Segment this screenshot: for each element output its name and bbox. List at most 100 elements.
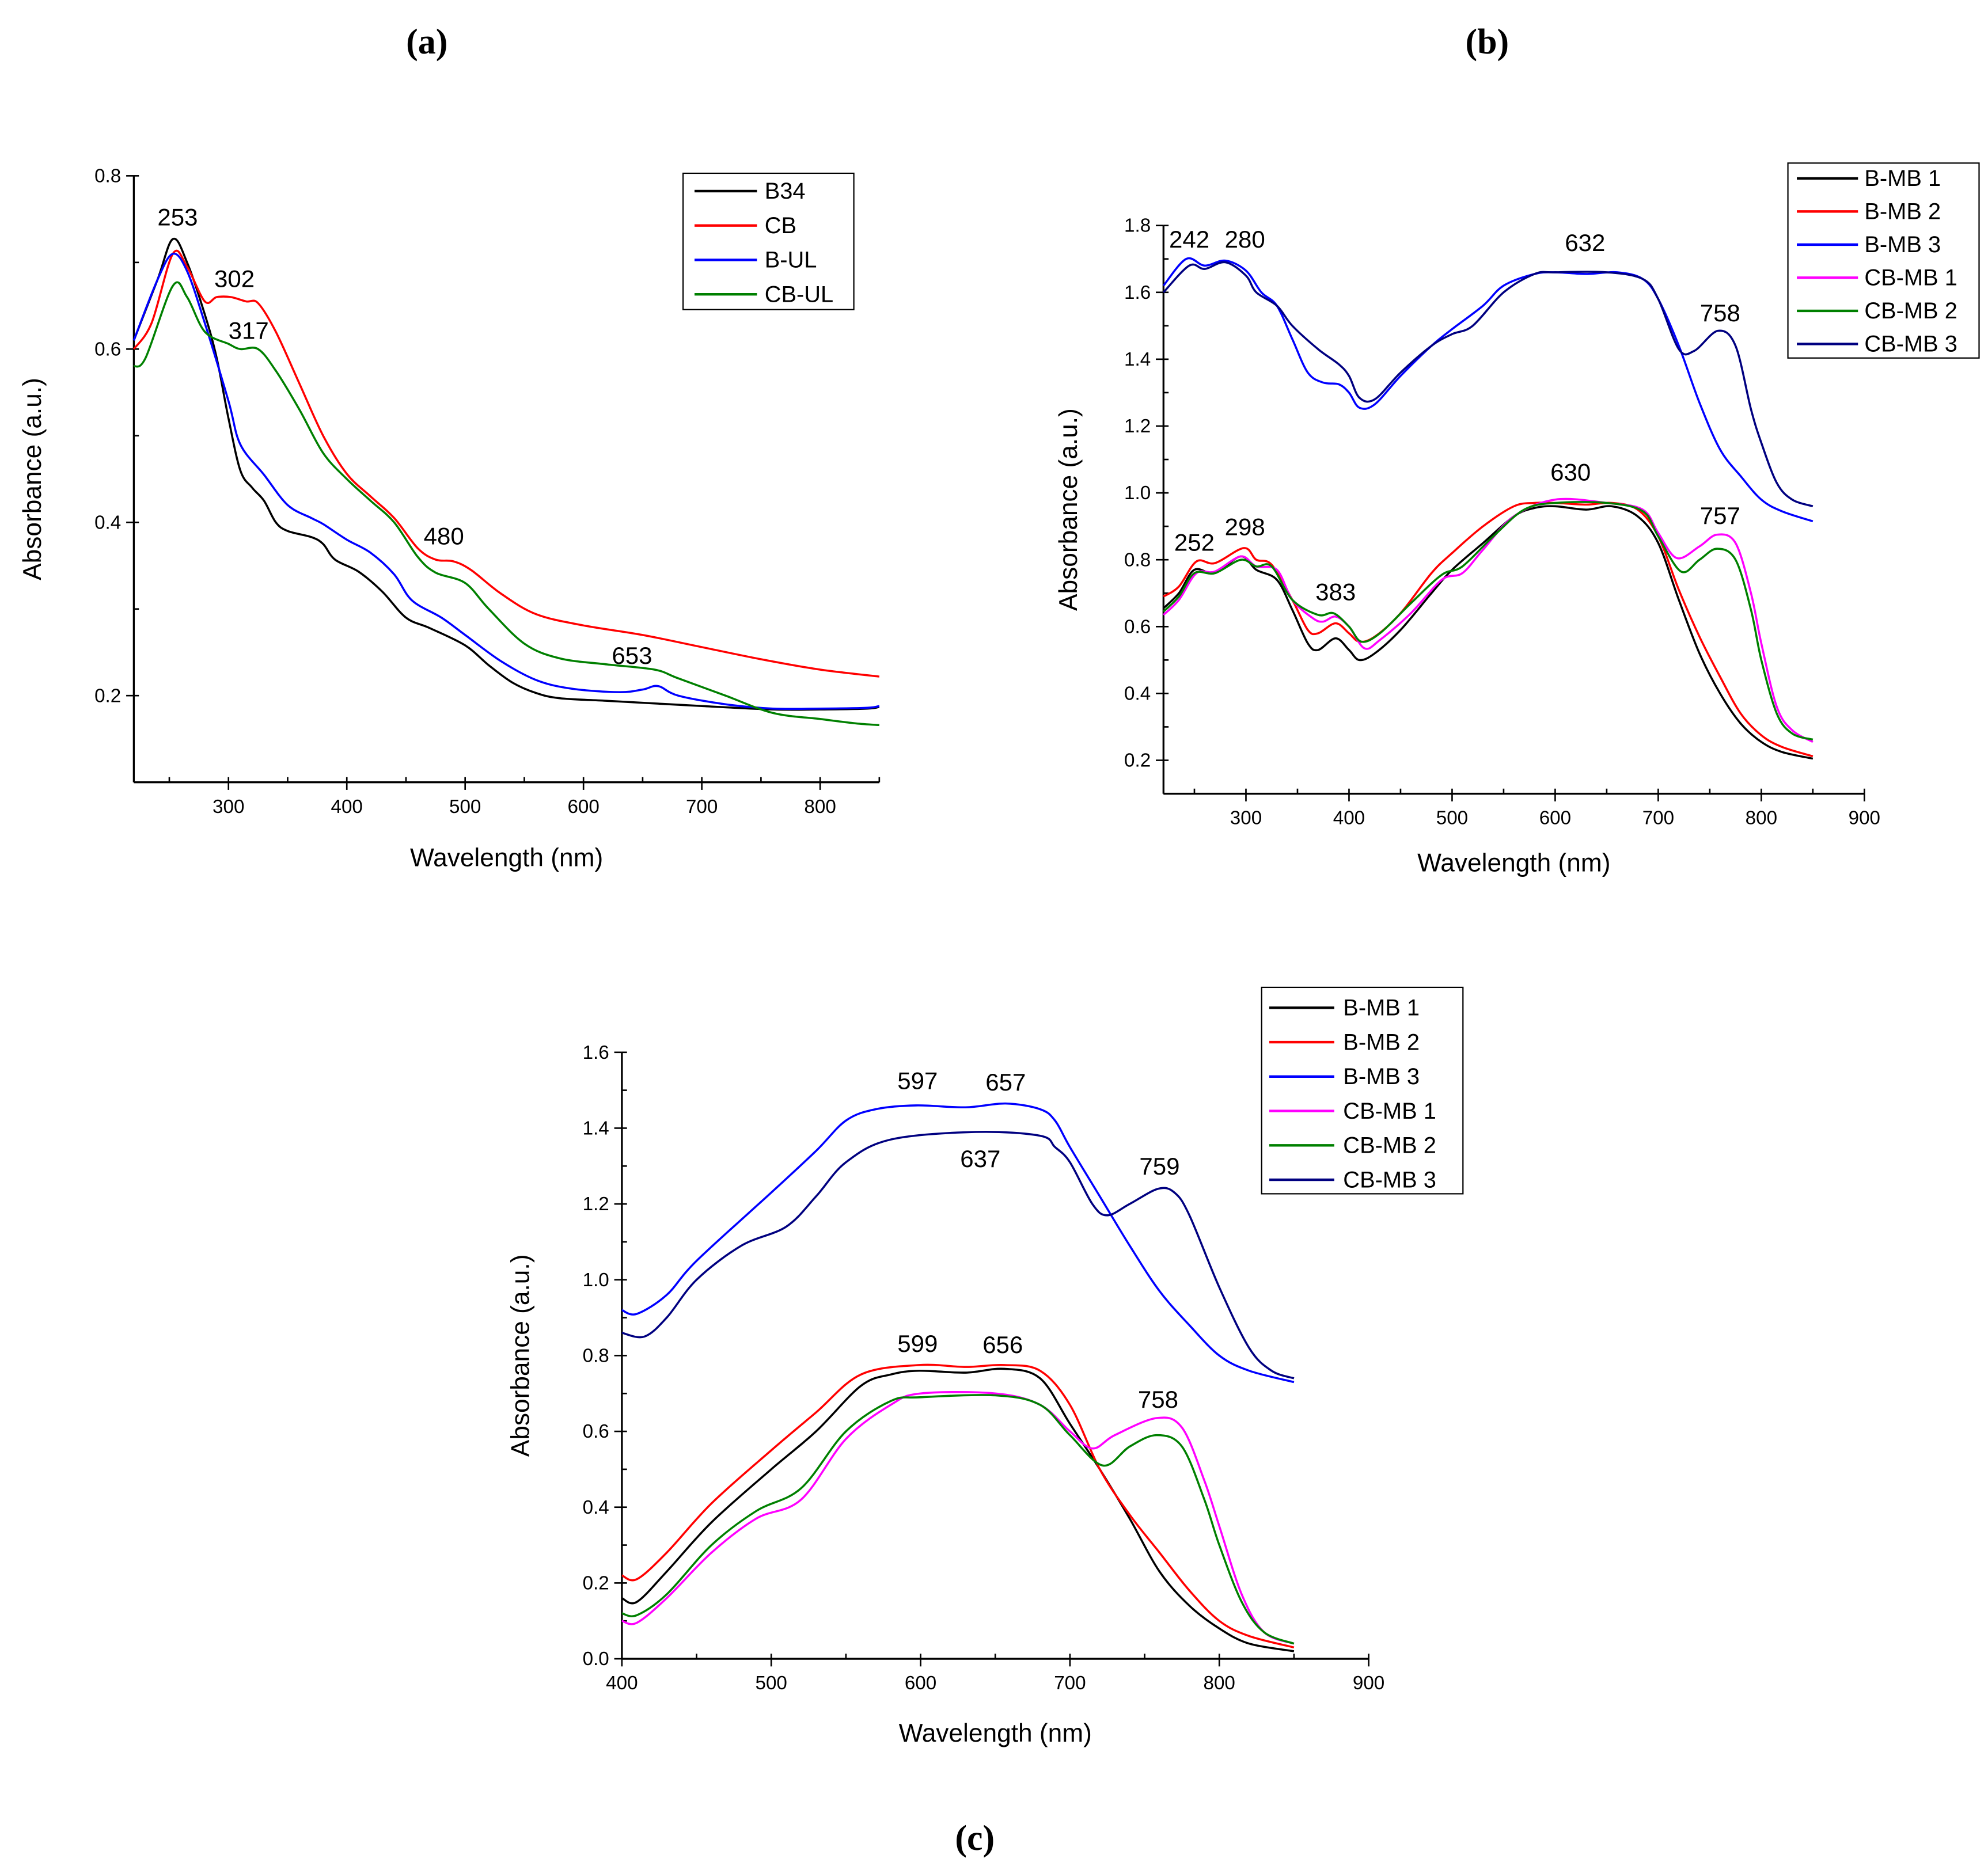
peak-annotation: 653	[612, 642, 652, 669]
series-line-b-mb-2	[1163, 501, 1814, 758]
x-tick-label: 400	[1333, 808, 1365, 829]
legend: B-MB 1 B-MB 2 B-MB 3 CB-MB 1 CB-MB 2 CB-MB 3	[1787, 162, 1980, 359]
legend-label: B-MB 1	[1864, 166, 1941, 191]
series-line-cb-ul	[133, 281, 879, 727]
peak-annotation: 383	[1315, 578, 1356, 605]
peak-annotation: 302	[214, 265, 255, 292]
y-axis-title: Absorbance (a.u.)	[1054, 408, 1083, 611]
x-tick-label: 400	[331, 796, 363, 818]
x-axis-title: Wavelength (nm)	[1417, 849, 1610, 877]
legend-label: B-MB 2	[1864, 199, 1941, 225]
x-tick-label: 400	[606, 1673, 638, 1694]
peak-annotation: 758	[1700, 299, 1740, 326]
y-tick-label: 1.4	[1124, 349, 1151, 370]
legend-label: B34	[765, 178, 806, 204]
series-line-b-ul	[132, 252, 880, 710]
y-tick-label: 1.6	[583, 1042, 609, 1063]
x-tick-label: 500	[449, 796, 481, 818]
x-tick-label: 900	[1353, 1673, 1384, 1694]
peak-annotation: 298	[1225, 514, 1265, 541]
legend-label: CB	[765, 213, 796, 238]
panel-b: (b) 300 400 500 600 700 800 900 0.2 0.4 0.6 0.8 1.0 1…	[1054, 22, 1980, 877]
y-tick-label: 1.6	[1124, 282, 1151, 303]
series-line-cb-mb-1	[1163, 497, 1814, 743]
legend-label: B-MB 1	[1343, 995, 1420, 1021]
series-line-cb-mb-3	[621, 1131, 1295, 1380]
x-tick-label: 300	[1230, 808, 1262, 829]
x-tick-label: 500	[1436, 808, 1468, 829]
peak-annotation: 280	[1225, 226, 1265, 253]
y-tick-label: 0.8	[583, 1345, 609, 1366]
legend: B-MB 1 B-MB 2 B-MB 3 CB-MB 1 CB-MB 2 CB-MB 3	[1261, 986, 1464, 1195]
y-tick-label: 1.0	[583, 1270, 609, 1291]
legend-label: CB-MB 3	[1343, 1167, 1436, 1192]
peak-annotation: 242	[1169, 226, 1209, 253]
series-line-cb	[132, 249, 880, 678]
y-tick-label: 0.4	[1124, 683, 1151, 704]
legend-label: CB-MB 3	[1864, 332, 1957, 357]
y-tick-label: 0.8	[1124, 549, 1151, 571]
y-tick-label: 0.2	[1124, 750, 1151, 772]
legend-label: B-MB 2	[1343, 1029, 1420, 1055]
peak-annotation: 597	[897, 1067, 938, 1094]
peak-annotation: 632	[1565, 229, 1605, 256]
peak-annotation: 656	[982, 1331, 1023, 1358]
y-tick-label: 1.2	[1124, 416, 1151, 437]
legend-label: CB-MB 2	[1343, 1133, 1436, 1158]
peak-annotation: 637	[960, 1145, 1000, 1172]
y-tick-label: 1.8	[1124, 215, 1151, 237]
y-tick-label: 0.8	[94, 165, 121, 187]
legend-box	[682, 172, 855, 310]
x-tick-label: 800	[804, 796, 836, 818]
x-tick-label: 700	[1642, 808, 1674, 829]
x-tick-label: 300	[213, 796, 244, 818]
series-line-cb-mb-2	[1163, 501, 1814, 741]
y-tick-label: 0.6	[1124, 616, 1151, 637]
peak-annotation: 599	[897, 1330, 938, 1357]
peak-annotation: 252	[1174, 529, 1215, 556]
peak-annotation: 759	[1139, 1153, 1179, 1180]
peak-annotation: 630	[1550, 458, 1591, 485]
legend-label: B-MB 3	[1343, 1064, 1420, 1089]
legend-label: B-UL	[765, 248, 817, 273]
series-line-b-mb-2	[621, 1363, 1295, 1649]
series-line-b34	[132, 237, 880, 711]
y-tick-label: 0.4	[94, 512, 121, 533]
legend-label: CB-MB 1	[1864, 265, 1957, 291]
x-tick-label: 800	[1204, 1673, 1235, 1694]
y-tick-label: 0.2	[94, 685, 121, 706]
legend: B34 CB B-UL CB-UL	[682, 172, 855, 310]
panel-a: (a) 300 400 500 600 700 800 0.2 0.4 0.6 0.8 Wavelen…	[18, 22, 881, 872]
legend-box	[1261, 986, 1464, 1195]
x-tick-label: 700	[1054, 1673, 1086, 1694]
panel-label: (c)	[955, 1819, 995, 1858]
x-tick-label: 600	[1539, 808, 1571, 829]
peak-annotation: 317	[229, 317, 269, 344]
panel-label: (b)	[1466, 22, 1509, 62]
series-line-b-mb-1	[1163, 505, 1814, 760]
x-tick-label: 900	[1849, 808, 1880, 829]
y-tick-label: 0.4	[583, 1497, 609, 1518]
y-axis-title: Absorbance (a.u.)	[18, 378, 47, 580]
series-line-b-mb-1	[621, 1367, 1295, 1652]
legend-label: CB-UL	[765, 282, 834, 307]
peak-annotation: 757	[1700, 502, 1740, 529]
legend-label: CB-MB 1	[1343, 1099, 1436, 1124]
y-tick-label: 0.0	[583, 1648, 609, 1670]
x-tick-label: 800	[1746, 808, 1777, 829]
peak-annotation: 480	[424, 522, 464, 549]
x-axis-title: Wavelength (nm)	[899, 1719, 1092, 1747]
legend-box	[1787, 162, 1980, 359]
peak-annotation: 657	[985, 1069, 1026, 1096]
y-axis-title: Absorbance (a.u.)	[506, 1255, 534, 1457]
x-axis-title: Wavelength (nm)	[410, 844, 603, 872]
series-line-b-mb-3	[621, 1102, 1295, 1384]
y-tick-label: 0.2	[583, 1572, 609, 1594]
series-line-cb-mb-3	[1163, 261, 1814, 508]
series-line-b-mb-3	[1162, 257, 1814, 523]
x-tick-label: 700	[686, 796, 718, 818]
series-line-cb-mb-1	[621, 1391, 1295, 1645]
peak-annotation: 758	[1138, 1386, 1178, 1413]
x-tick-label: 500	[756, 1673, 787, 1694]
